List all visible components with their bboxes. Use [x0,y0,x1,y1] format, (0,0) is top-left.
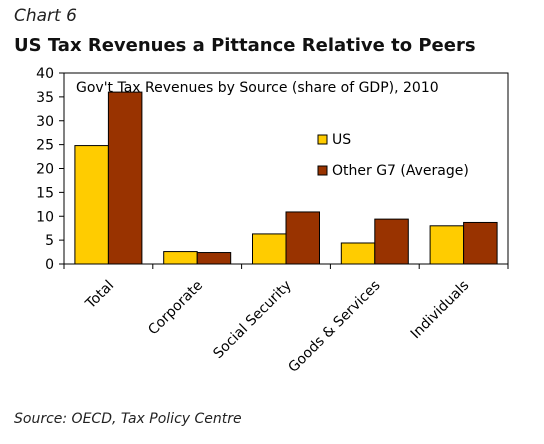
x-category-label: Corporate [145,278,206,339]
bar-other-g7 [285,211,320,265]
chart-kicker: Chart 6 [14,6,77,26]
legend: US Other G7 (Average) [317,132,469,179]
y-tick-label: 20 [36,162,54,178]
y-tick-label: 35 [36,90,54,106]
x-category-label: Goods & Services [285,278,383,376]
x-category-label: Social Security [210,278,294,362]
legend-us-label: US [332,132,351,148]
y-tick-label: 15 [36,185,54,201]
x-category-label: Individuals [408,278,473,343]
legend-other-g7-swatch [317,165,328,176]
y-tick-label: 10 [36,209,54,225]
bar-us [163,251,198,265]
y-axis: 0 5 10 15 20 25 30 35 40 [36,66,64,273]
bar-us [429,225,465,265]
bar-chart: Gov't Tax Revenues by Source (share of G… [36,66,509,376]
bar-other-g7 [107,91,143,265]
legend-other-g7-label: Other G7 (Average) [332,163,469,179]
x-category-label: Total [82,278,117,313]
bar-other-g7 [196,252,232,265]
bar-us [252,233,287,265]
legend-us-swatch [317,134,328,145]
plot-inner-title: Gov't Tax Revenues by Source (share of G… [76,80,439,96]
y-tick-label: 25 [36,138,54,154]
y-tick-label: 0 [45,257,54,273]
bar-other-g7 [463,221,498,265]
bar-other-g7 [374,218,409,265]
y-tick-label: 40 [36,66,54,82]
y-tick-label: 30 [36,114,54,130]
bars [74,91,498,265]
chart-title: US Tax Revenues a Pittance Relative to P… [14,35,476,56]
bar-us [340,242,376,265]
chart-source: Source: OECD, Tax Policy Centre [14,411,242,427]
bar-us [74,145,109,265]
y-tick-label: 5 [45,233,54,249]
